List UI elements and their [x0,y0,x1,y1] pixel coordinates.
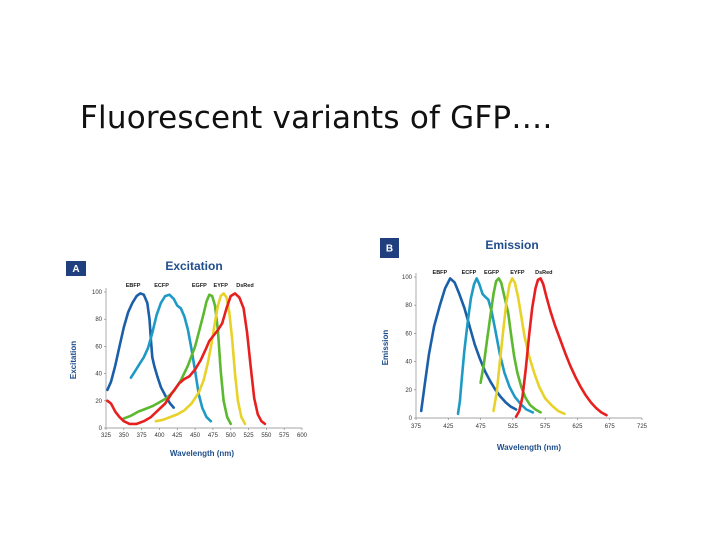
chart-a-x-tick-label: 600 [297,433,308,439]
chart-b-panel-badge [380,238,399,258]
chart-b-x-tick-label: 525 [508,424,519,430]
chart-a-x-tick-label: 400 [154,433,165,439]
chart-b-y-tick-label: 40 [405,360,412,366]
chart-b-series-dsred-label: DsRed [535,270,552,276]
chart-b-series-egfp-line [479,277,542,414]
chart-b-series-ebfp-label: EBFP [433,270,448,276]
chart-a-y-axis-label: Excitation [69,341,78,379]
chart-a-y-tick-label: 100 [92,290,103,296]
chart-a-x-tick-label: 325 [101,433,112,439]
chart-b-x-tick-label: 675 [605,424,616,430]
chart-a-y-tick-label: 80 [95,317,102,323]
chart-a-x-tick-label: 450 [190,433,201,439]
chart-a-y-tick-label: 60 [95,344,102,350]
chart-b-x-tick-label: 475 [476,424,487,430]
chart-a-series-dsred-line [106,292,267,426]
chart-b-y-tick-label: 20 [405,388,412,394]
chart-a-y-tick-label: 20 [95,399,102,405]
chart-a-panel-badge [66,261,86,276]
chart-a-series-egfp-label: EGFP [192,283,207,289]
chart-b-series-eyfp-line [492,277,566,416]
chart-a-x-tick-label: 575 [279,433,290,439]
chart-a-x-tick-label: 350 [119,433,130,439]
chart-a-series-ebfp-label: EBFP [126,283,141,289]
chart-a-series-eyfp-line [154,292,247,426]
chart-a-x-tick-label: 375 [137,433,148,439]
chart-b-x-tick-label: 625 [572,424,583,430]
chart-b-x-tick-label: 425 [443,424,454,430]
chart-a-series-ebfp-line [106,292,175,409]
chart-b-y-tick-label: 0 [409,416,413,422]
chart-b-panel-letter: B [386,244,393,255]
chart-b-x-tick-label: 575 [540,424,551,430]
chart-b-series-dsred-line [514,277,608,418]
chart-a-title: Excitation [165,259,222,273]
chart-a-series-ecfp-label: ECFP [154,283,169,289]
emission-chart: B Emission 0 20 40 60 80 100 375 425 475 525 575 625 6… [380,238,648,452]
chart-b-series-egfp-label: EGFP [484,270,499,276]
chart-a-x-tick-label: 550 [261,433,272,439]
chart-b-y-axis-label: Emission [381,330,390,366]
chart-a-series-dsred-label: DsRed [236,283,253,289]
chart-a-series-ecfp-line [129,293,213,423]
chart-a-series-egfp-line [122,293,232,426]
chart-a-x-tick-label: 475 [208,433,219,439]
chart-b-y-tick-label: 80 [405,303,412,309]
chart-b-series-ebfp-line [419,277,518,413]
chart-b-series-ecfp-line [456,277,535,416]
chart-b-x-axis-label: Wavelength (nm) [497,443,561,452]
chart-b-x-tick-label: 375 [411,424,422,430]
chart-b-x-tick-label: 725 [637,424,648,430]
excitation-chart: A Excitation 0 20 40 60 80 100 325 350 375 400 425 45… [66,259,308,458]
chart-b-series-ecfp-label: ECFP [462,270,477,276]
chart-a-series-eyfp-label: EYFP [214,283,229,289]
chart-a-x-tick-label: 425 [172,433,183,439]
chart-b-title: Emission [485,238,538,252]
chart-a-panel-letter: A [72,264,79,275]
chart-a-y-tick-label: 40 [95,372,102,378]
chart-a-x-tick-label: 500 [226,433,237,439]
chart-b-y-tick-label: 60 [405,331,412,337]
chart-b-y-tick-label: 100 [402,275,413,281]
chart-a-y-tick-label: 0 [99,426,103,432]
slide-title: Fluorescent variants of GFP…. [80,100,553,136]
chart-a-x-axis-label: Wavelength (nm) [170,449,234,458]
chart-a-x-tick-label: 525 [244,433,255,439]
chart-b-series-eyfp-label: EYFP [510,270,525,276]
